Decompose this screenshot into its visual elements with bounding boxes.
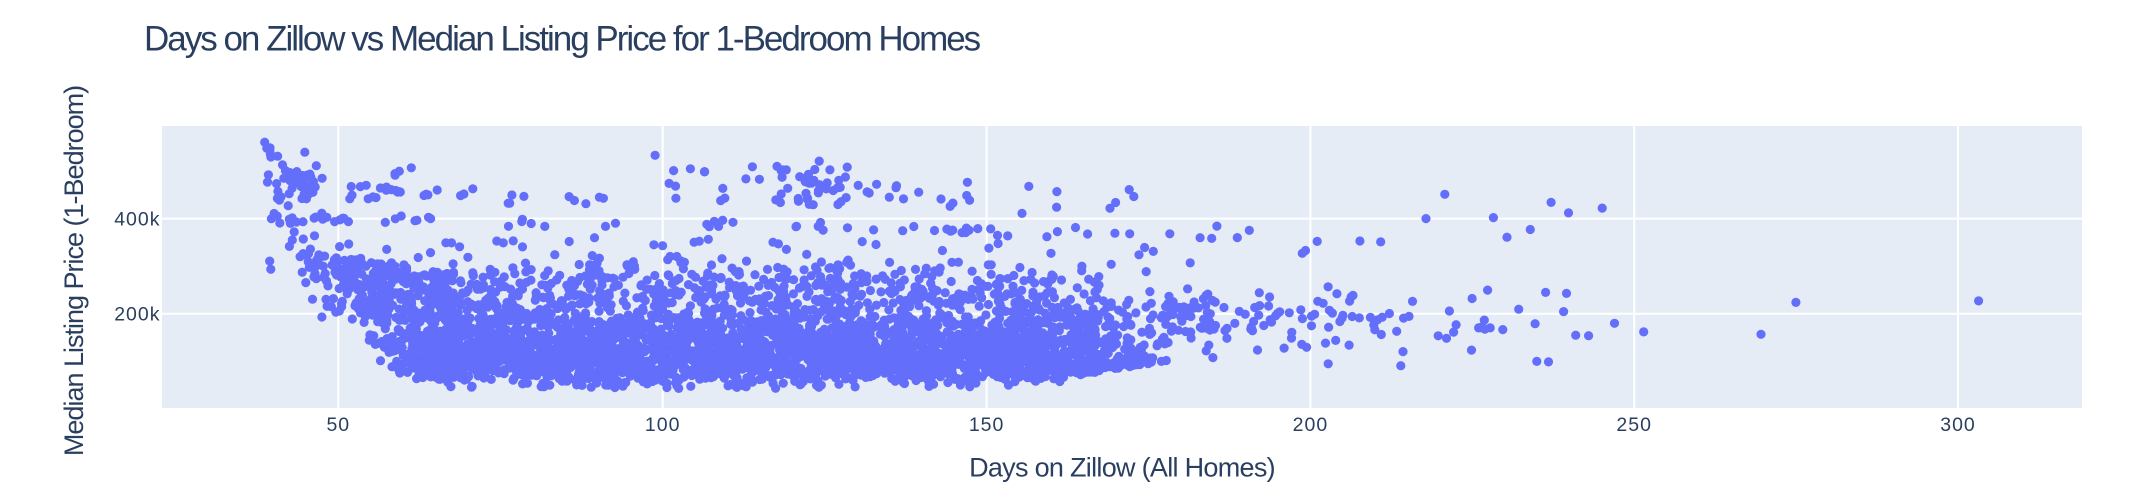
svg-text:200k: 200k <box>114 304 160 326</box>
svg-text:150: 150 <box>969 414 1005 436</box>
svg-text:50: 50 <box>326 414 350 436</box>
svg-text:250: 250 <box>1616 414 1652 436</box>
svg-text:400k: 400k <box>114 209 160 231</box>
svg-text:Days on Zillow vs Median Listi: Days on Zillow vs Median Listing Price f… <box>144 20 981 59</box>
svg-text:Days on Zillow (All Homes): Days on Zillow (All Homes) <box>969 453 1275 483</box>
svg-text:100: 100 <box>645 414 681 436</box>
svg-text:200: 200 <box>1293 414 1329 436</box>
svg-text:Median Listing Price (1-Bedroo: Median Listing Price (1-Bedroom) <box>59 86 89 456</box>
svg-text:300: 300 <box>1940 414 1976 436</box>
